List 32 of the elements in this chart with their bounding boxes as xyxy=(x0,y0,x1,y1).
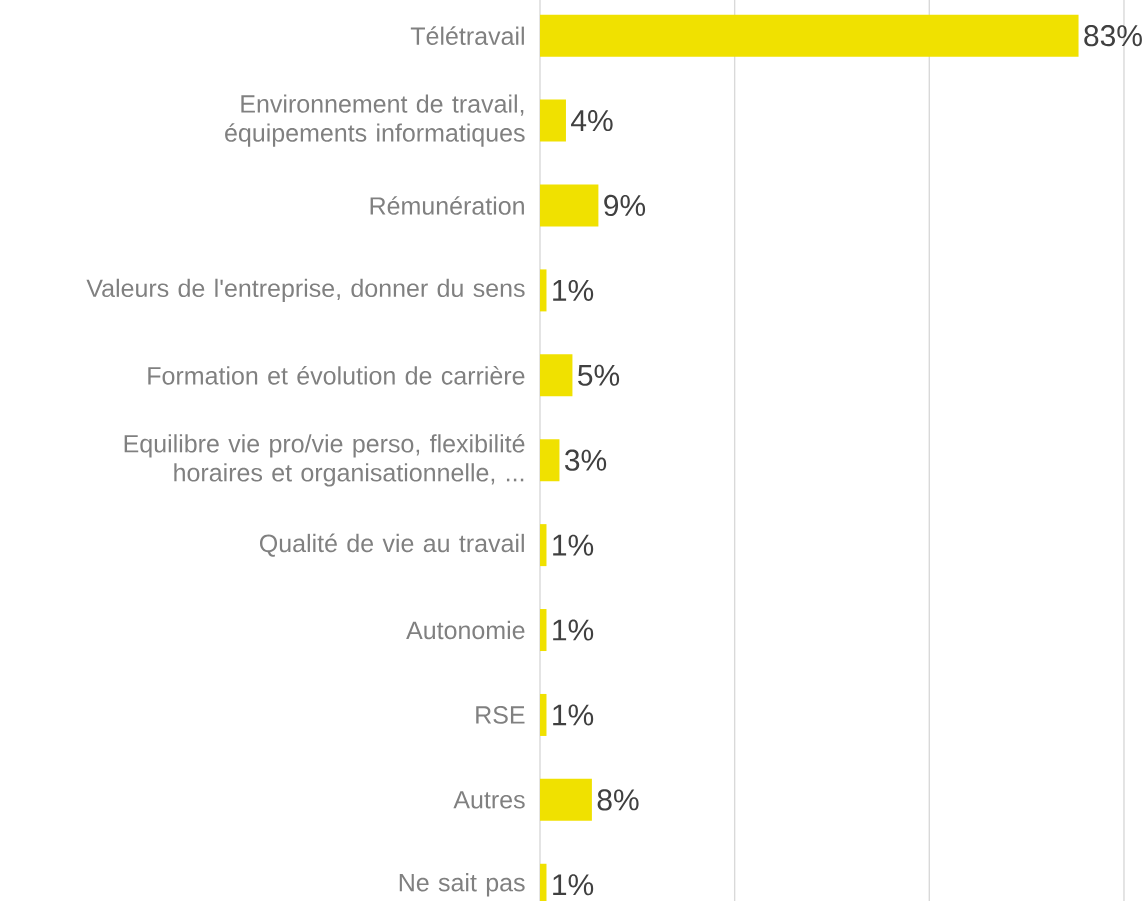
y-tick-label: Formation et évolution de carrière xyxy=(148,365,525,385)
bar xyxy=(540,269,547,312)
bar xyxy=(540,778,592,821)
y-tick-label: Rémunération xyxy=(370,196,524,215)
y-tick-label: Environnement de travail, équipements informatiques xyxy=(225,94,525,147)
data-label: 4% xyxy=(571,110,613,132)
data-label: 1% xyxy=(553,619,594,641)
y-tick-label: Qualité de vie au travail xyxy=(259,533,524,557)
bar xyxy=(540,693,547,736)
data-label: 8% xyxy=(597,789,639,811)
bar xyxy=(540,439,560,482)
y-tick-label: RSE xyxy=(476,706,525,724)
y-tick-label: Autonomie xyxy=(406,620,525,640)
data-label: 1% xyxy=(553,874,594,896)
data-label: 1% xyxy=(553,534,594,556)
y-tick-label: Autres xyxy=(453,791,525,809)
y-tick-label: Télétravail xyxy=(410,26,524,45)
y-tick-label: Valeurs de l'entreprise, donner du sens xyxy=(86,278,525,303)
y-tick-label: Equilibre vie pro/vie perso, flexibilité horaires et organisationnelle, ... xyxy=(124,433,525,487)
bar xyxy=(540,354,573,397)
bar xyxy=(540,14,1079,57)
bar xyxy=(540,609,547,652)
bar xyxy=(540,524,547,567)
y-tick-label: Ne sait pas xyxy=(399,873,525,897)
bar xyxy=(540,99,566,142)
data-label: 1% xyxy=(553,704,594,726)
data-label: 83% xyxy=(1084,25,1142,47)
data-label: 1% xyxy=(553,279,594,301)
data-label: 3% xyxy=(564,449,607,471)
data-label: 5% xyxy=(578,364,620,386)
data-label: 9% xyxy=(604,194,646,217)
bar xyxy=(540,184,599,227)
